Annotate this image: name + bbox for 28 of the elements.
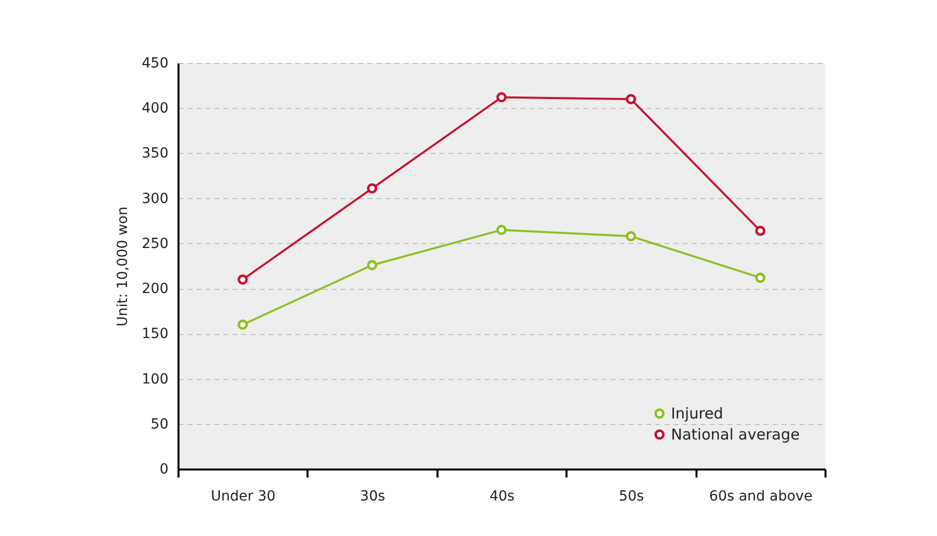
y-tick-label: 350 — [142, 146, 168, 162]
point — [755, 272, 766, 283]
y-tick-label: 0 — [160, 462, 168, 478]
legend-label: National average — [671, 426, 800, 444]
x-tick-label: 50s — [618, 488, 644, 504]
x-tick-label: 40s — [489, 488, 515, 504]
x-tick-label: 30s — [360, 488, 386, 504]
point — [496, 224, 507, 236]
point — [626, 94, 636, 104]
y-tick-label: 150 — [142, 326, 168, 342]
y-tick-label: 50 — [150, 416, 168, 432]
y-tick-label: 250 — [142, 236, 168, 252]
y-tick-label: 400 — [142, 100, 168, 117]
point — [496, 92, 507, 102]
x-tick-label: Under 30 — [210, 488, 276, 504]
point — [755, 226, 766, 236]
y-axis-title: Unit: 10,000 won — [114, 206, 131, 326]
point — [366, 183, 378, 194]
point — [238, 274, 248, 285]
y-tick-label: 200 — [142, 281, 168, 298]
point — [366, 260, 378, 270]
point — [626, 231, 636, 242]
point — [238, 320, 248, 330]
y-tick-label: 450 — [142, 56, 168, 72]
legend-label: Injured — [671, 404, 724, 422]
x-tick-label: 60s and above — [709, 488, 812, 504]
y-tick-label: 300 — [142, 190, 168, 207]
y-tick-label: 100 — [142, 371, 168, 388]
